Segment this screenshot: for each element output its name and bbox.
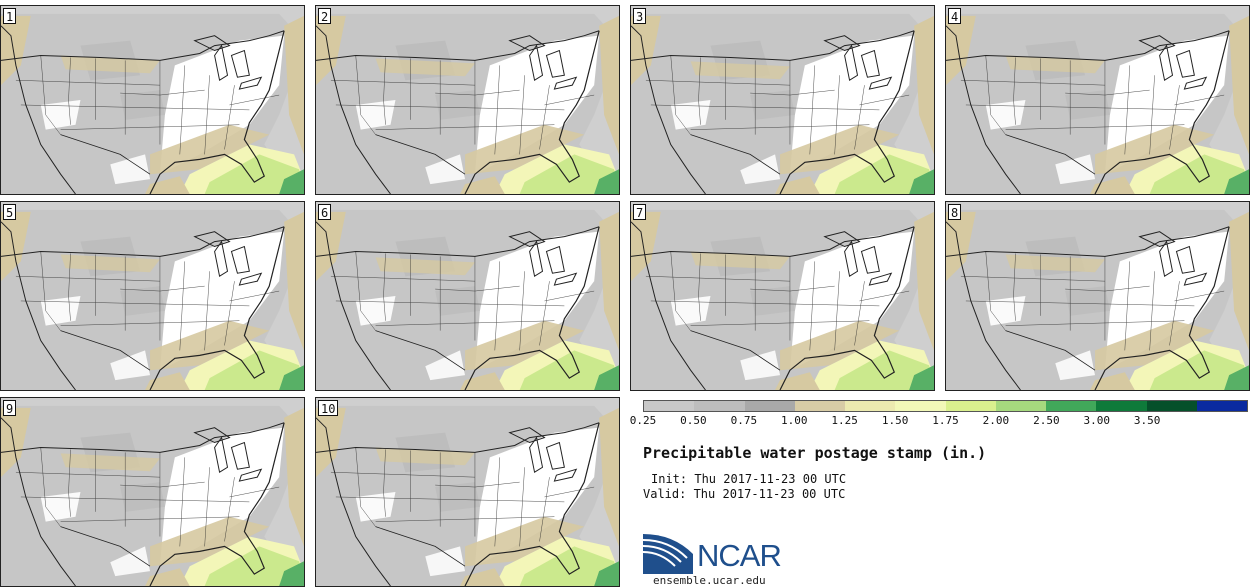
- colorbar-tick-label: 0.75: [730, 414, 758, 427]
- colorbar-segment: [1096, 401, 1147, 411]
- colorbar-segment: [995, 401, 1046, 411]
- member-number: 7: [633, 204, 647, 220]
- precipitable-water-map: [316, 398, 619, 586]
- colorbar-tick-label: 0.25: [629, 414, 657, 427]
- member-number: 9: [3, 400, 17, 416]
- colorbar-segment: [945, 401, 996, 411]
- member-number: 2: [318, 8, 332, 24]
- precipitable-water-map: [1, 6, 304, 194]
- colorbar-segment: [1196, 401, 1247, 411]
- colorbar: [643, 400, 1248, 412]
- colorbar-tick-label: 2.00: [982, 414, 1010, 427]
- colorbar-tick-label: 1.00: [781, 414, 808, 427]
- member-panel: 4: [945, 5, 1250, 195]
- precipitable-water-map: [946, 6, 1249, 194]
- member-panel: 6: [315, 201, 620, 391]
- colorbar-tick-label: 1.75: [932, 414, 959, 427]
- member-number: 8: [948, 204, 962, 220]
- valid-time: Valid: Thu 2017-11-23 00 UTC: [643, 487, 846, 501]
- colorbar-segment: [644, 401, 695, 411]
- member-panel: 1: [0, 5, 305, 195]
- precipitable-water-map: [946, 202, 1249, 390]
- member-number: 5: [3, 204, 17, 220]
- member-panel: 5: [0, 201, 305, 391]
- colorbar-segment: [1046, 401, 1097, 411]
- colorbar-tick-label: 0.50: [680, 414, 707, 427]
- member-panel: 2: [315, 5, 620, 195]
- member-panel: 3: [630, 5, 935, 195]
- member-number: 10: [318, 400, 339, 416]
- member-number: 4: [948, 8, 962, 24]
- colorbar-tick-label: 3.50: [1133, 414, 1161, 427]
- colorbar-tick-label: 2.50: [1033, 414, 1060, 427]
- colorbar-segment: [1146, 401, 1197, 411]
- member-number: 3: [633, 8, 647, 24]
- member-panel: 8: [945, 201, 1250, 391]
- member-panel: 7: [630, 201, 935, 391]
- precipitable-water-map: [1, 202, 304, 390]
- website-label: ensemble.ucar.edu: [653, 574, 766, 587]
- colorbar-segment: [794, 401, 845, 411]
- colorbar-tick-label: 1.50: [881, 414, 909, 427]
- precipitable-water-map: [316, 202, 619, 390]
- logo-text: NCAR: [697, 538, 782, 573]
- ncar-logo-icon: [643, 534, 693, 574]
- colorbar-segment: [694, 401, 745, 411]
- colorbar-segment: [895, 401, 946, 411]
- init-time: Init: Thu 2017-11-23 00 UTC: [651, 472, 847, 486]
- colorbar-ticks: 0.25 0.50 0.75 1.00 1.25 1.50 1.75 2.00 2.50 3.00…: [630, 414, 1248, 428]
- figure-title: Precipitable water postage stamp (in.): [643, 444, 987, 462]
- precipitable-water-map: [1, 398, 304, 586]
- member-panel: 10: [315, 397, 620, 587]
- precipitable-water-map: [316, 6, 619, 194]
- precipitable-water-map: [631, 202, 934, 390]
- member-panel: 9: [0, 397, 305, 587]
- colorbar-segment: [845, 401, 896, 411]
- colorbar-segment: [744, 401, 795, 411]
- colorbar-tick-label: 3.00: [1083, 414, 1111, 427]
- colorbar-tick-label: 1.25: [831, 414, 858, 427]
- member-number: 6: [318, 204, 332, 220]
- precipitable-water-map: [631, 6, 934, 194]
- member-number: 1: [3, 8, 17, 24]
